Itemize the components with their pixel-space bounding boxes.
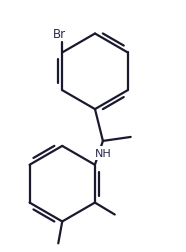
Text: Br: Br bbox=[53, 28, 66, 41]
Text: NH: NH bbox=[94, 148, 111, 158]
